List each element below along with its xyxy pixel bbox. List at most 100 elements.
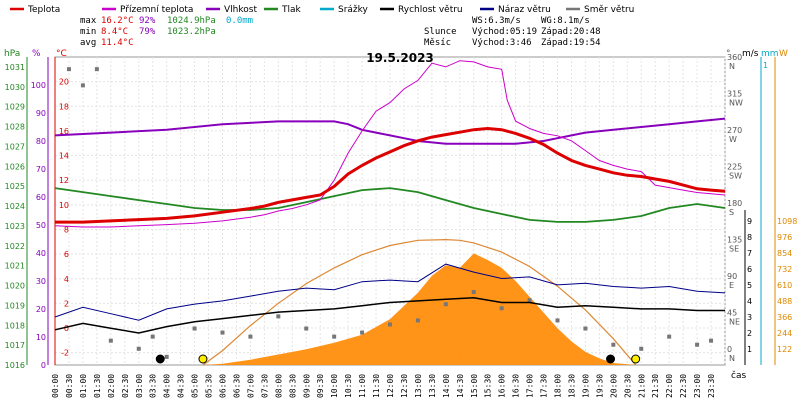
axis-w-tick: 1098 [777, 217, 797, 226]
axis-hpa-tick: 1024 [5, 202, 25, 211]
wind-direction-dot [583, 326, 588, 331]
axis-pct-tick: 10 [36, 333, 46, 342]
axis-temp-tick: 20 [59, 78, 69, 87]
moon-rise: Východ:3:46 [472, 38, 532, 48]
legend-label: Náraz větru [498, 5, 551, 15]
x-tick: 17:00 [526, 374, 535, 398]
wind-ws: WS:6.3m/s [472, 16, 521, 26]
wind-direction-dot [150, 334, 155, 339]
axis-hpa-tick: 1019 [5, 301, 25, 310]
axis-w-tick: 976 [777, 233, 792, 242]
axis-pct-tick: 50 [36, 221, 46, 230]
stat-label: avg [80, 38, 96, 48]
x-tick: 17:30 [540, 374, 549, 398]
wind-direction-dot [611, 342, 616, 347]
axis-w-tick: 610 [777, 281, 792, 290]
moonset-marker [606, 354, 616, 364]
x-tick: 05:30 [205, 374, 214, 398]
wind-direction-dot [66, 67, 71, 72]
x-tick: 06:30 [232, 374, 241, 398]
axis-hpa-tick: 1026 [5, 162, 25, 171]
wind-direction-dot [164, 354, 169, 359]
axis-hpa-tick: 1025 [5, 182, 25, 191]
wind-direction-dot [220, 330, 225, 335]
temperature-line [55, 126, 726, 224]
axis-ms-tick: 4 [747, 297, 752, 306]
axis-pct-tick: 100 [31, 81, 46, 90]
info-block: max 16.2°C 92% 1024.9hPa 0.0mm min 8.4°C 79% 102… [80, 16, 601, 48]
axis-dir-label: SE [729, 244, 739, 253]
axis-dir-tick: 360 [727, 53, 742, 62]
ground-temperature-line [54, 60, 726, 228]
axis-hpa-tick: 1029 [5, 103, 25, 112]
axis-pct-unit: % [32, 49, 41, 59]
axis-hpa-tick: 1028 [5, 123, 25, 132]
axis-mm-tick: 1 [763, 61, 768, 70]
axis-dir-tick: 180 [727, 199, 742, 208]
solar-area [203, 253, 636, 365]
moonrise-marker [155, 354, 165, 364]
x-tick: 22:00 [665, 374, 674, 398]
axis-w-tick: 366 [777, 313, 792, 322]
stat-label: max [80, 16, 97, 26]
x-tick: 14:00 [442, 374, 451, 398]
wind-direction-dot [332, 334, 337, 339]
x-tick: 22:30 [679, 374, 688, 398]
axis-pct-tick: 90 [36, 109, 46, 118]
x-tick: 09:30 [316, 374, 325, 398]
sun-label: Slunce [424, 27, 457, 37]
axis-pct-tick: 80 [36, 137, 46, 146]
x-tick: 19:00 [581, 374, 590, 398]
x-tick: 13:30 [428, 374, 437, 398]
x-tick: 10:00 [330, 374, 339, 398]
x-tick: 16:30 [512, 374, 521, 398]
x-tick: 08:00 [274, 374, 283, 398]
axis-w-tick: 854 [777, 249, 792, 258]
x-tick: 10:30 [344, 374, 353, 398]
wind-direction-dot [695, 342, 700, 347]
axis-hpa-tick: 1016 [5, 361, 25, 370]
x-tick: 18:00 [554, 374, 563, 398]
sunrise-marker [198, 354, 208, 364]
wind-direction-dot [415, 318, 420, 323]
axis-ms-tick: 8 [747, 233, 752, 242]
wind-direction-dot [108, 338, 113, 343]
sun-rise: Východ:05:19 [472, 27, 537, 37]
legend-label: Směr větru [584, 5, 634, 15]
wind-direction-dot [248, 334, 253, 339]
stat-press: 1024.9hPa [167, 16, 216, 26]
axis-ms-tick: 2 [747, 329, 752, 338]
wind-direction-dot [499, 306, 504, 311]
x-tick: 14:30 [456, 374, 465, 398]
legend-label: Tlak [281, 5, 302, 15]
axis-temp-tick: 16 [59, 127, 69, 136]
axis-hpa-tick: 1023 [5, 222, 25, 231]
axis-w-tick: 488 [777, 297, 792, 306]
axis-temp-tick: 14 [59, 152, 69, 161]
plot-area [54, 60, 726, 366]
wind-direction-dot [94, 67, 99, 72]
x-tick: 12:30 [400, 374, 409, 398]
x-tick: 03:30 [149, 374, 158, 398]
wind-direction-dot [555, 318, 560, 323]
wind-direction-dot [667, 334, 672, 339]
x-tick: 20:00 [609, 374, 618, 398]
axis-pct-tick: 30 [36, 277, 46, 286]
x-tick: 23:00 [693, 374, 702, 398]
stat-hum: 79% [139, 27, 156, 37]
stat-temp: 11.4°C [101, 38, 134, 48]
wind-gust-line [54, 263, 726, 321]
x-tick: 03:00 [135, 374, 144, 398]
axis-dir-label: W [729, 135, 737, 144]
grid [54, 56, 726, 366]
wind-direction-dot [276, 314, 281, 319]
x-tick: 11:00 [358, 374, 367, 398]
axis-dir-unit: ° [726, 49, 731, 59]
x-tick: 04:30 [177, 374, 186, 398]
solar-theoretical-line [202, 238, 637, 366]
axis-temp-tick: 10 [59, 201, 69, 210]
axis-temp-tick: 0 [64, 324, 69, 333]
axis-temp-tick: 4 [64, 275, 69, 284]
x-tick: 15:00 [470, 374, 479, 398]
pressure-line [54, 187, 726, 223]
